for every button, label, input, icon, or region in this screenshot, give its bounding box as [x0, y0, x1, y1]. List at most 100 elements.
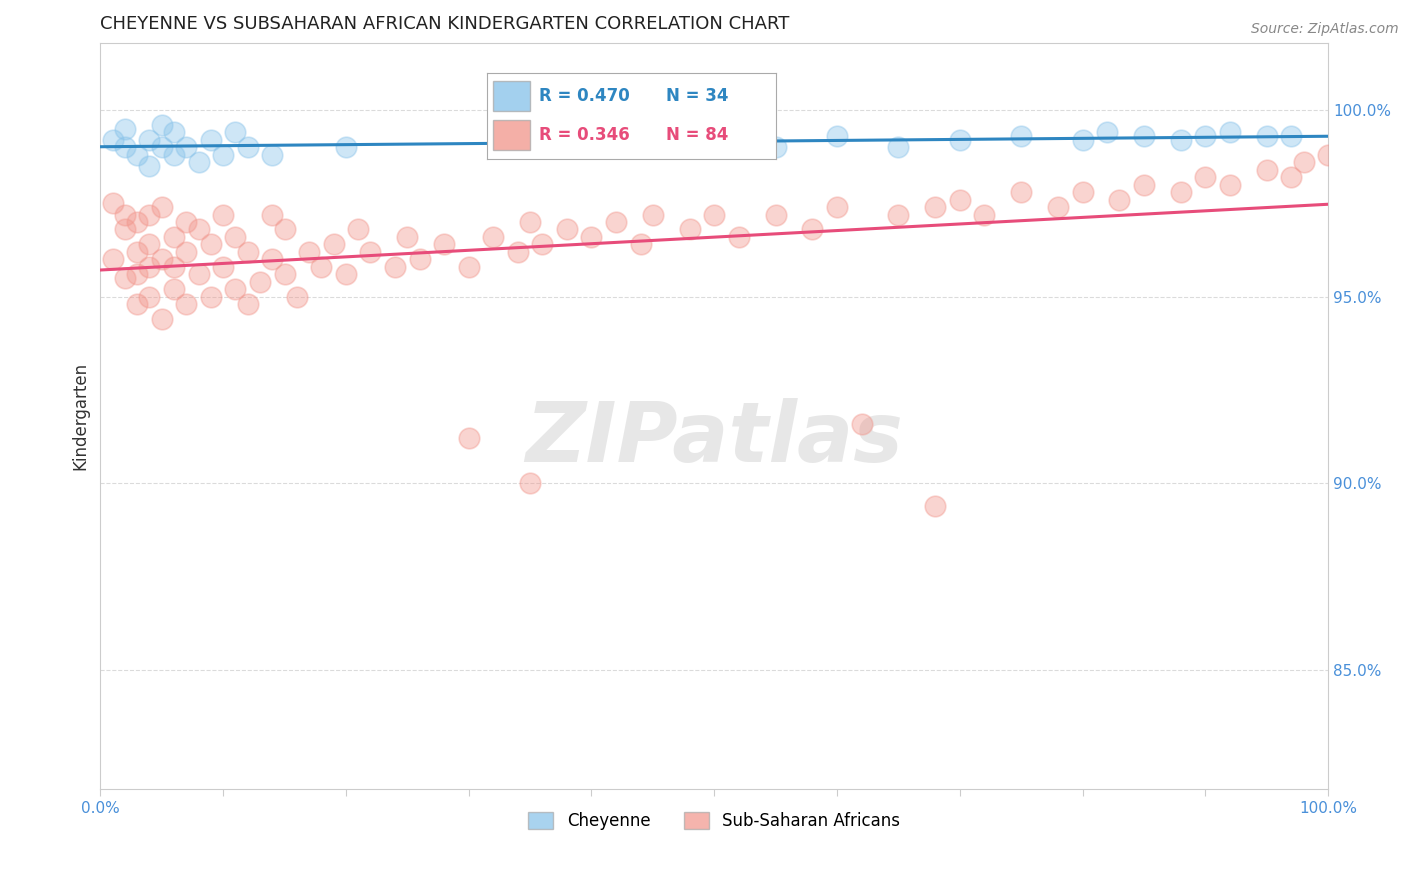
- Point: [249, 275, 271, 289]
- Point: [1292, 155, 1315, 169]
- Point: [973, 208, 995, 222]
- Point: [150, 118, 173, 132]
- Point: [262, 208, 284, 222]
- Point: [1170, 185, 1192, 199]
- Point: [482, 230, 505, 244]
- Point: [825, 129, 848, 144]
- Point: [519, 140, 541, 154]
- Point: [236, 140, 259, 154]
- Point: [887, 208, 910, 222]
- Point: [127, 148, 149, 162]
- Point: [224, 282, 246, 296]
- Point: [138, 237, 160, 252]
- Point: [298, 244, 321, 259]
- Point: [1219, 125, 1241, 139]
- Point: [176, 244, 198, 259]
- Point: [127, 244, 149, 259]
- Point: [457, 432, 479, 446]
- Point: [101, 196, 124, 211]
- Point: [1279, 170, 1302, 185]
- Point: [273, 267, 295, 281]
- Point: [176, 297, 198, 311]
- Point: [163, 260, 186, 274]
- Point: [273, 222, 295, 236]
- Point: [200, 237, 222, 252]
- Point: [114, 222, 136, 236]
- Point: [1256, 162, 1278, 177]
- Point: [1194, 170, 1216, 185]
- Point: [765, 208, 787, 222]
- Point: [212, 208, 235, 222]
- Point: [887, 140, 910, 154]
- Point: [224, 125, 246, 139]
- Point: [127, 215, 149, 229]
- Point: [1095, 125, 1118, 139]
- Point: [641, 208, 664, 222]
- Point: [1071, 185, 1094, 199]
- Point: [163, 148, 186, 162]
- Point: [150, 312, 173, 326]
- Point: [101, 133, 124, 147]
- Point: [212, 260, 235, 274]
- Point: [457, 260, 479, 274]
- Point: [801, 222, 824, 236]
- Point: [924, 200, 946, 214]
- Point: [703, 208, 725, 222]
- Point: [187, 222, 209, 236]
- Point: [1256, 129, 1278, 144]
- Point: [1194, 129, 1216, 144]
- Point: [1010, 185, 1032, 199]
- Point: [1219, 178, 1241, 192]
- Point: [605, 133, 627, 147]
- Point: [825, 200, 848, 214]
- Point: [187, 155, 209, 169]
- Point: [1047, 200, 1070, 214]
- Point: [949, 193, 972, 207]
- Point: [1133, 129, 1156, 144]
- Point: [138, 260, 160, 274]
- Point: [101, 252, 124, 267]
- Point: [114, 140, 136, 154]
- Point: [262, 148, 284, 162]
- Point: [163, 282, 186, 296]
- Point: [519, 476, 541, 491]
- Point: [127, 267, 149, 281]
- Point: [138, 159, 160, 173]
- Point: [605, 215, 627, 229]
- Point: [150, 200, 173, 214]
- Point: [924, 499, 946, 513]
- Point: [163, 125, 186, 139]
- Point: [114, 271, 136, 285]
- Point: [396, 230, 419, 244]
- Point: [384, 260, 406, 274]
- Point: [408, 252, 430, 267]
- Point: [150, 252, 173, 267]
- Point: [212, 148, 235, 162]
- Point: [176, 140, 198, 154]
- Point: [150, 140, 173, 154]
- Point: [322, 237, 344, 252]
- Point: [1317, 148, 1340, 162]
- Point: [506, 244, 529, 259]
- Point: [335, 140, 357, 154]
- Point: [433, 237, 456, 252]
- Point: [138, 208, 160, 222]
- Point: [359, 244, 381, 259]
- Point: [1071, 133, 1094, 147]
- Point: [555, 222, 578, 236]
- Point: [236, 244, 259, 259]
- Point: [531, 237, 554, 252]
- Point: [114, 121, 136, 136]
- Text: ZIPatlas: ZIPatlas: [526, 398, 903, 479]
- Point: [851, 417, 873, 431]
- Point: [581, 230, 603, 244]
- Point: [1108, 193, 1130, 207]
- Point: [335, 267, 357, 281]
- Point: [1170, 133, 1192, 147]
- Point: [949, 133, 972, 147]
- Point: [114, 208, 136, 222]
- Point: [200, 133, 222, 147]
- Point: [224, 230, 246, 244]
- Point: [347, 222, 370, 236]
- Point: [200, 290, 222, 304]
